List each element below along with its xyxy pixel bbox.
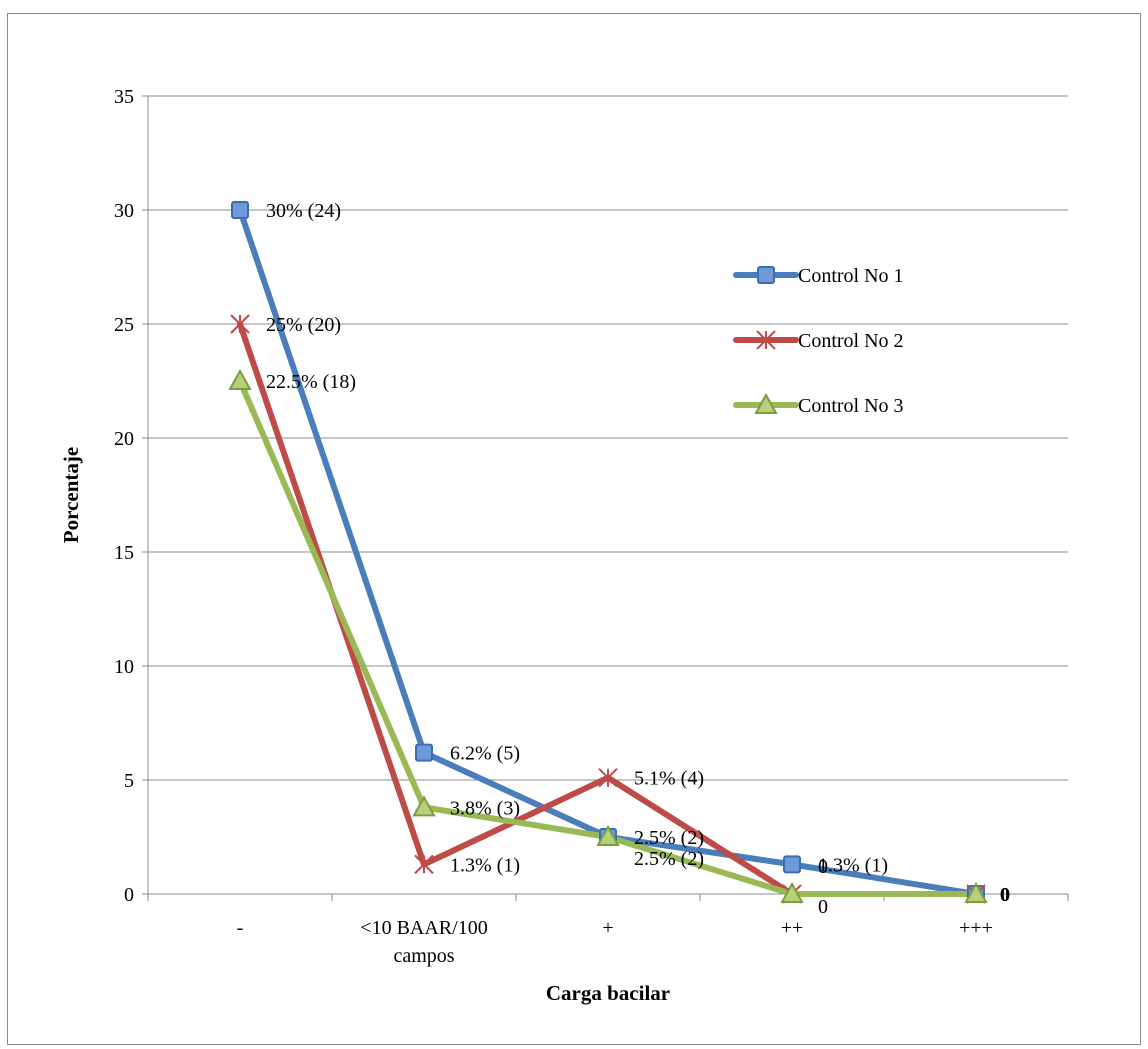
y-axis-title: Porcentaje	[59, 447, 83, 543]
x-tick-label: campos	[393, 945, 454, 967]
data-label: 5.1% (4)	[634, 768, 704, 790]
data-label: 3.8% (3)	[450, 797, 520, 819]
legend-marker-2	[756, 330, 776, 350]
x-tick-label: <10 BAAR/100	[360, 917, 487, 939]
legend-label: Control No 1	[798, 265, 904, 287]
series-3-point	[596, 824, 620, 846]
series-3-point	[228, 368, 252, 390]
data-label: 2.5% (2)	[634, 848, 704, 870]
data-label: 25% (20)	[266, 314, 341, 336]
series-1-point	[415, 743, 433, 762]
series-3-point	[964, 881, 988, 903]
data-label: 1.3% (1)	[450, 854, 520, 876]
y-tick-label: 20	[114, 428, 134, 450]
series-2-point	[598, 768, 618, 788]
x-tick-label: -	[237, 917, 244, 939]
series-3-point	[412, 795, 436, 817]
data-label: 6.2% (5)	[450, 743, 520, 765]
y-tick-label: 0	[124, 884, 134, 906]
legend-marker-1	[757, 266, 775, 284]
data-label: 0	[818, 896, 828, 918]
y-tick-label: 15	[114, 542, 134, 564]
y-tick-label: 10	[114, 656, 134, 678]
data-label: 0	[1000, 884, 1010, 906]
data-label: 0	[818, 856, 828, 878]
y-tick-label: 30	[114, 200, 134, 222]
data-label: 0	[1000, 884, 1010, 906]
chart-frame	[7, 13, 1141, 1045]
data-label: 2.5% (2)	[634, 827, 704, 849]
y-tick-label: 5	[124, 770, 134, 792]
data-label: 0	[1000, 884, 1010, 906]
x-tick-label: +++	[959, 917, 993, 939]
x-tick-label: +	[602, 917, 613, 939]
data-label: 1.3% (1)	[818, 854, 888, 876]
y-tick-label: 25	[114, 314, 134, 336]
series-3-point	[780, 881, 804, 903]
legend-label: Control No 2	[798, 330, 904, 352]
data-label: 22.5% (18)	[266, 371, 356, 393]
series-2-point	[230, 314, 250, 334]
data-label: 30% (24)	[266, 200, 341, 222]
legend-marker-3	[754, 392, 778, 414]
y-tick-label: 35	[114, 86, 134, 108]
legend-label: Control No 3	[798, 395, 904, 417]
x-tick-label: ++	[781, 917, 804, 939]
series-1-point	[231, 201, 249, 219]
series-2-point	[414, 854, 434, 875]
series-1-point	[783, 855, 801, 874]
x-axis-title: Carga bacilar	[546, 981, 670, 1005]
series-line-3	[237, 378, 979, 897]
